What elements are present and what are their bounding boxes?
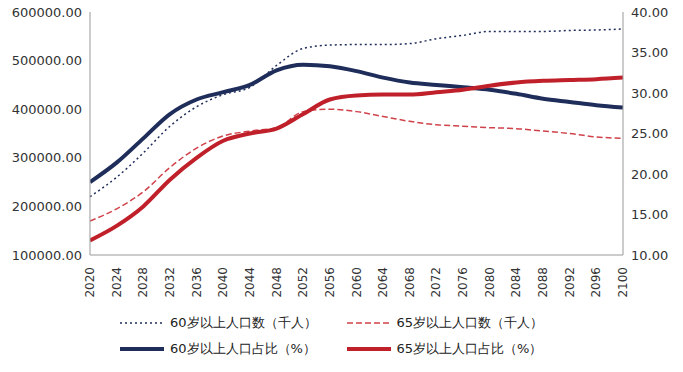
svg-text:2056: 2056: [323, 267, 337, 298]
html-text:60岁以上人口占比（%）: 60岁以上人口占比（%）: [170, 341, 316, 356]
html-text:65岁以上人口数（千人）: 65岁以上人口数（千人）: [396, 315, 543, 330]
svg-text:400000.00: 400000.00: [12, 102, 82, 117]
svg-text:40.00: 40.00: [631, 5, 668, 20]
svg-text:2068: 2068: [403, 267, 417, 298]
svg-text:2024: 2024: [110, 267, 124, 298]
svg-text:2048: 2048: [270, 267, 284, 298]
svg-text:2080: 2080: [483, 267, 497, 298]
svg-text:20.00: 20.00: [631, 167, 668, 182]
svg-text:2092: 2092: [563, 267, 577, 298]
svg-text:2040: 2040: [216, 267, 230, 298]
svg-text:2096: 2096: [589, 267, 603, 298]
svg-text:25.00: 25.00: [631, 126, 668, 141]
svg-text:2032: 2032: [163, 267, 177, 298]
svg-text:200000.00: 200000.00: [12, 199, 82, 214]
svg-text:2100: 2100: [616, 267, 630, 298]
svg-text:500000.00: 500000.00: [12, 53, 82, 68]
svg-text:2044: 2044: [243, 267, 257, 298]
svg-text:30.00: 30.00: [631, 86, 668, 101]
svg-text:2072: 2072: [429, 267, 443, 298]
svg-text:2028: 2028: [136, 267, 150, 298]
svg-text:2060: 2060: [350, 267, 364, 298]
svg-text:2020: 2020: [83, 267, 97, 298]
svg-text:2052: 2052: [296, 267, 310, 298]
svg-text:2076: 2076: [456, 267, 470, 298]
svg-text:300000.00: 300000.00: [12, 150, 82, 165]
svg-text:2088: 2088: [536, 267, 550, 298]
svg-text:100000.00: 100000.00: [12, 248, 82, 263]
svg-text:2064: 2064: [376, 267, 390, 298]
svg-text:2036: 2036: [190, 267, 204, 298]
svg-text:2084: 2084: [509, 267, 523, 298]
svg-text:600000.00: 600000.00: [12, 5, 82, 20]
svg-text:35.00: 35.00: [631, 45, 668, 60]
html-text:65岁以上人口占比（%）: 65岁以上人口占比（%）: [396, 341, 543, 356]
html-text:60岁以上人口数（千人）: 60岁以上人口数（千人）: [170, 315, 317, 330]
svg-text:10.00: 10.00: [631, 248, 668, 263]
svg-text:15.00: 15.00: [631, 207, 668, 222]
